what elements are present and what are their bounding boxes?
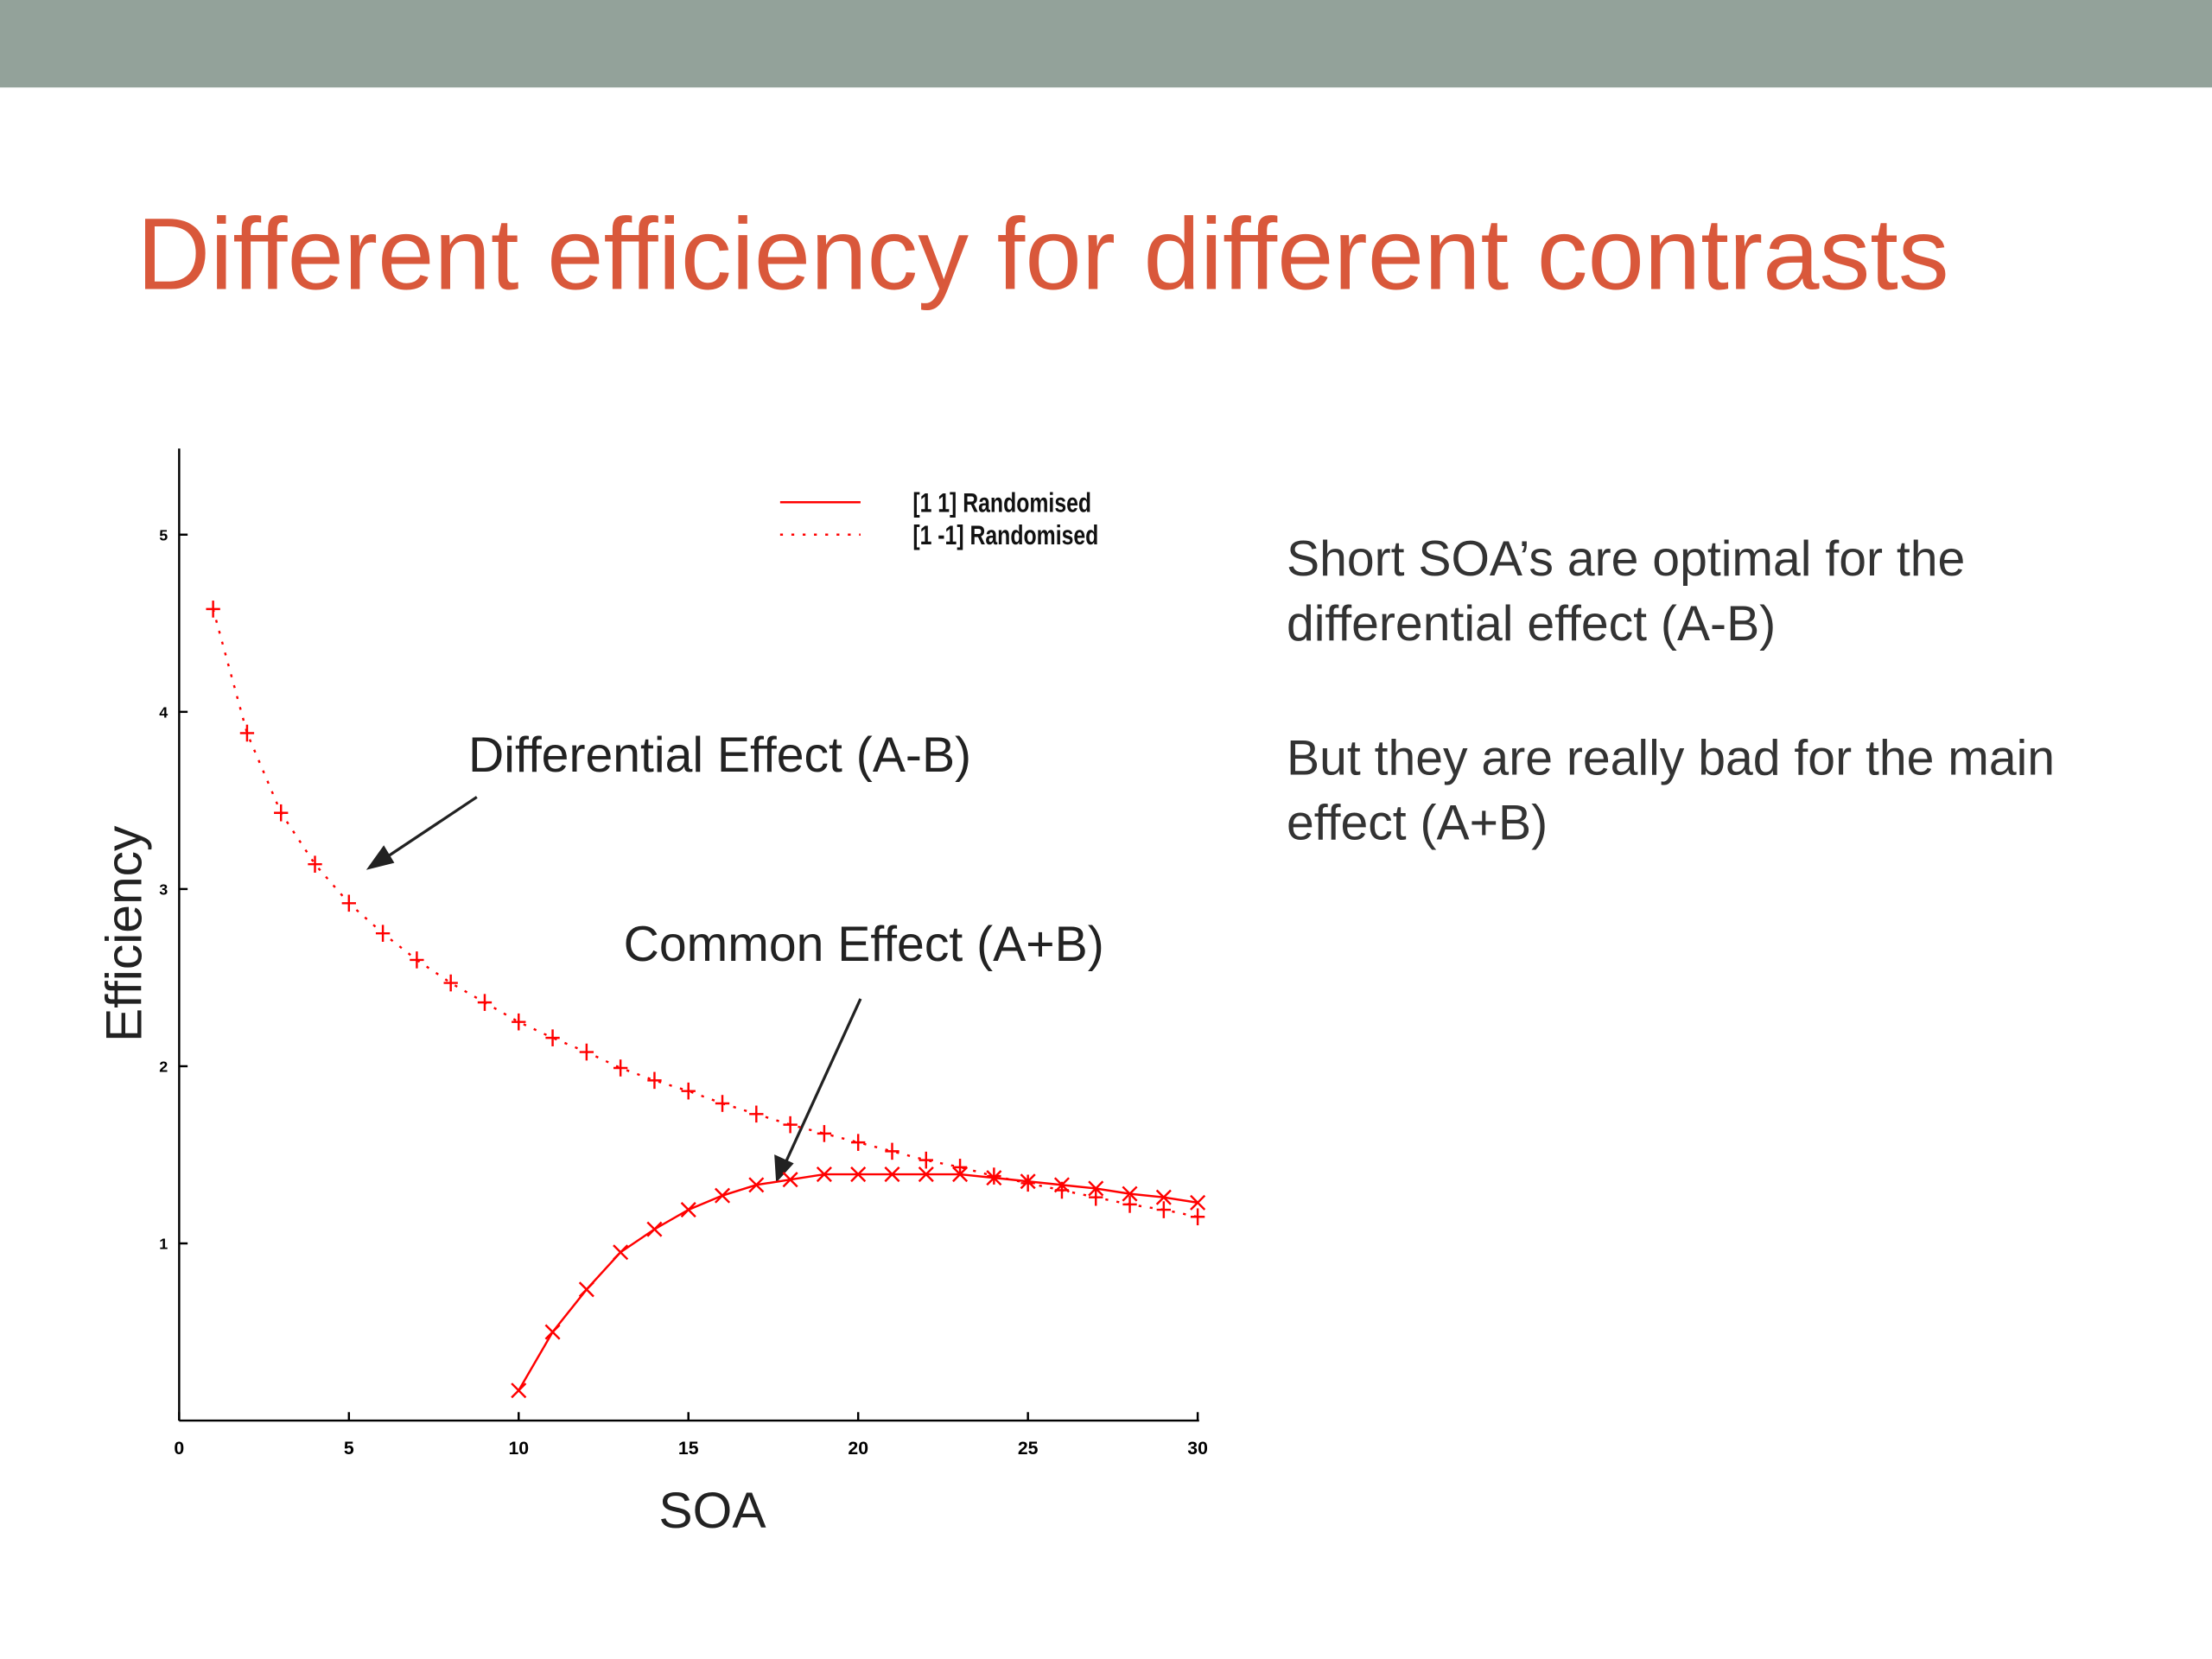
y-tick-label: 4 (159, 703, 168, 721)
marker (1155, 1189, 1172, 1205)
marker (477, 994, 493, 1011)
marker-stroke (748, 1177, 765, 1193)
series-line (518, 1173, 1198, 1391)
arrow-head (774, 1154, 794, 1183)
marker (646, 1221, 663, 1237)
arrow-head (365, 845, 395, 870)
marker (1088, 1180, 1104, 1197)
y-tick-label: 3 (159, 880, 168, 898)
marker (579, 1043, 594, 1061)
marker (987, 1167, 1001, 1185)
marker (816, 1166, 832, 1183)
marker (375, 925, 391, 942)
marker (1156, 1201, 1171, 1218)
marker (443, 974, 458, 992)
marker-stroke (782, 1172, 798, 1188)
marker-stroke (680, 1202, 696, 1218)
marker (749, 1105, 764, 1123)
body-text: effect (A+B) (1287, 795, 1548, 850)
y-tick-label: 5 (159, 526, 168, 543)
marker-stroke (544, 1324, 561, 1340)
annotation: Common Effect (A+B) (624, 917, 1104, 972)
marker (1020, 1174, 1035, 1192)
marker (817, 1125, 832, 1142)
marker-stroke (714, 1187, 731, 1204)
marker (715, 1095, 730, 1112)
marker (1089, 1188, 1103, 1206)
body-text: differential effect (A-B) (1287, 596, 1776, 652)
marker (748, 1177, 765, 1193)
marker (613, 1244, 629, 1261)
marker (918, 1151, 933, 1169)
marker (613, 1059, 628, 1077)
top-bar (0, 0, 2212, 88)
marker (578, 1281, 594, 1298)
marker (545, 1029, 560, 1046)
marker (544, 1324, 561, 1340)
marker-stroke (816, 1166, 832, 1183)
marker (239, 724, 255, 742)
marker (782, 1172, 798, 1188)
marker (681, 1082, 696, 1100)
y-tick-label: 2 (159, 1058, 168, 1075)
marker (714, 1187, 731, 1204)
marker (1190, 1208, 1205, 1226)
slide-title: Different efficiency for different contr… (137, 198, 1948, 311)
marker (1122, 1185, 1138, 1202)
marker-stroke (850, 1166, 867, 1183)
y-tick-label: 1 (159, 1236, 168, 1253)
marker-stroke (884, 1166, 900, 1183)
marker (918, 1166, 934, 1183)
x-tick-label: 20 (848, 1439, 868, 1459)
marker (680, 1202, 696, 1218)
marker-stroke (1088, 1180, 1104, 1197)
x-tick-label: 0 (174, 1439, 184, 1459)
x-tick-label: 5 (344, 1439, 354, 1459)
marker (1190, 1194, 1206, 1211)
marker (274, 804, 289, 822)
marker (647, 1071, 662, 1090)
marker-stroke (1190, 1194, 1206, 1211)
marker (308, 855, 322, 873)
marker (206, 601, 220, 618)
marker (850, 1166, 867, 1183)
marker (1054, 1181, 1070, 1199)
x-tick-label: 25 (1018, 1439, 1039, 1459)
arrow (783, 998, 862, 1166)
series-line (212, 608, 1198, 1218)
marker (783, 1116, 798, 1134)
arrow (383, 796, 478, 861)
marker-stroke (646, 1221, 663, 1237)
marker (341, 894, 356, 912)
body-text: Short SOA’s are optimal for the (1287, 531, 1965, 587)
marker (512, 1013, 526, 1031)
x-tick-label: 15 (678, 1439, 699, 1459)
marker (884, 1166, 900, 1183)
marker (511, 1382, 527, 1399)
marker-stroke (511, 1382, 527, 1399)
x-tick-label: 10 (508, 1439, 529, 1459)
legend-label: [1 1] Randomised (912, 488, 1091, 518)
annotation: Differential Effect (A-B) (468, 728, 971, 783)
marker (851, 1134, 866, 1151)
marker-stroke (613, 1244, 629, 1261)
marker (952, 1159, 968, 1176)
marker (885, 1142, 899, 1160)
marker-stroke (1122, 1185, 1138, 1202)
x-tick-label: 30 (1187, 1439, 1208, 1459)
marker (1122, 1196, 1137, 1213)
legend-label: [1 -1] Randomised (912, 521, 1098, 550)
arrows (365, 796, 862, 1183)
y-axis-label: Efficiency (96, 825, 152, 1042)
marker-stroke (1155, 1189, 1172, 1205)
marker-stroke (918, 1166, 934, 1183)
x-axis-label: SOA (658, 1483, 766, 1539)
body-text: But they are really bad for the main (1287, 730, 2055, 785)
marker (410, 951, 424, 969)
marker-stroke (578, 1281, 594, 1298)
